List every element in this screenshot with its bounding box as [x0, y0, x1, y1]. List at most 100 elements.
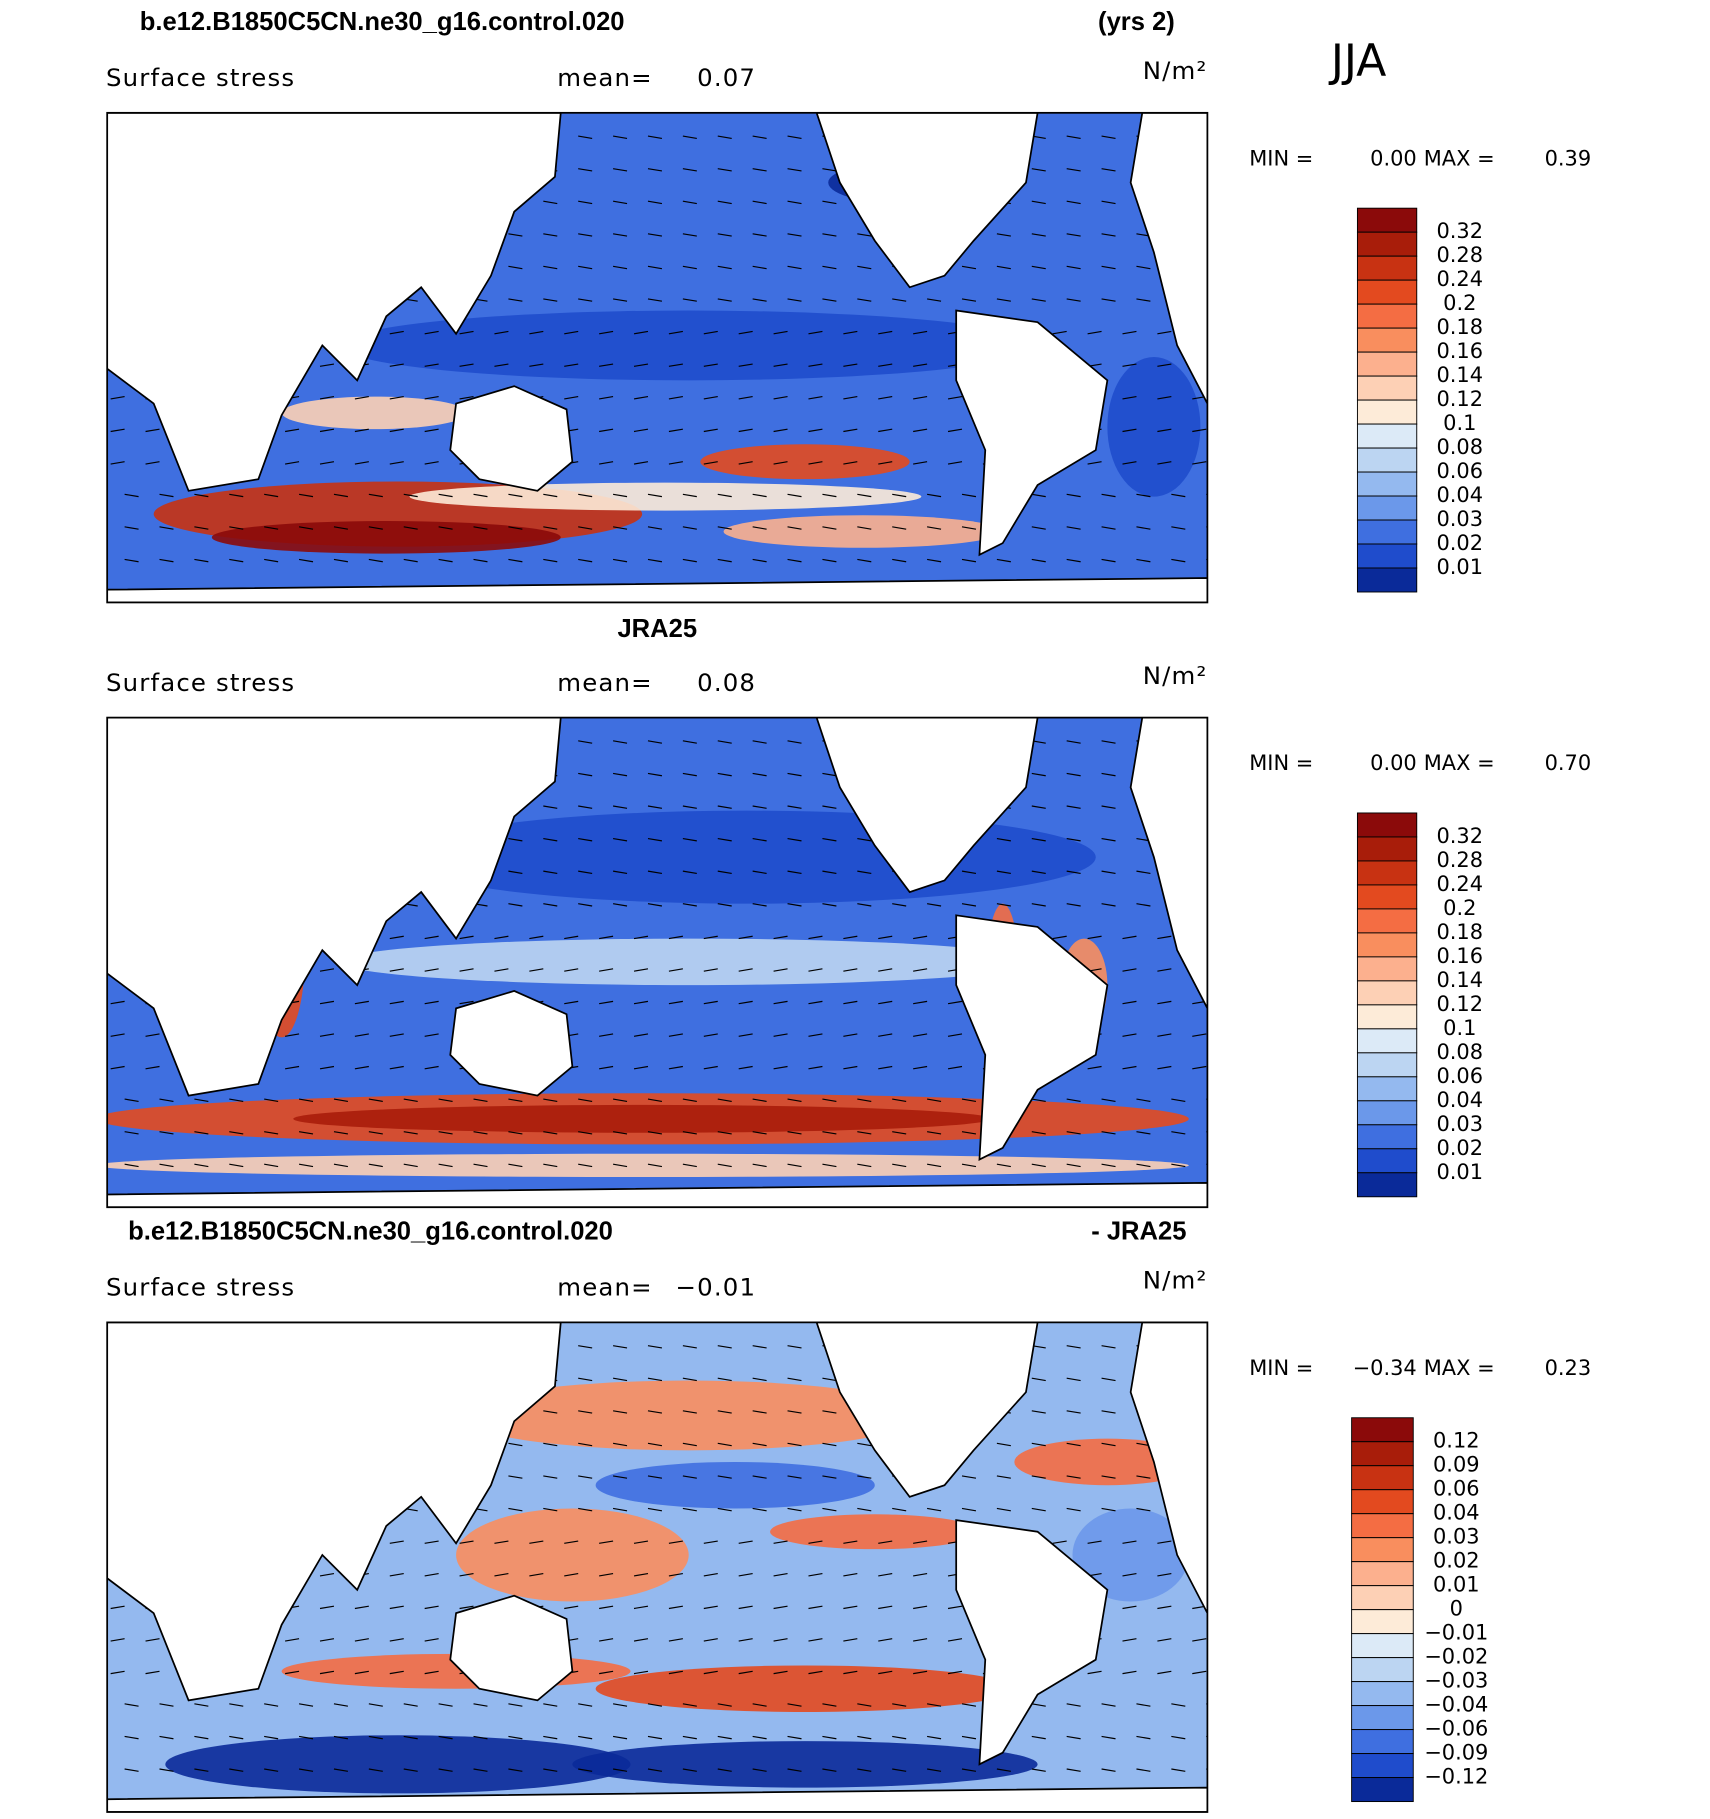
- wind-arrow: [843, 428, 858, 433]
- wind-arrow: [459, 1000, 474, 1005]
- wind-arrow: [668, 1573, 683, 1577]
- wind-arrow: [752, 870, 767, 875]
- wind-arrow: [961, 1098, 977, 1102]
- max-label: MAX =: [1424, 1356, 1495, 1380]
- colorbar-label: 0.28: [1436, 243, 1483, 267]
- wind-arrow: [1136, 493, 1151, 498]
- wind-arrow: [1101, 1345, 1116, 1349]
- wind-arrow: [1136, 526, 1151, 530]
- wind-arrow: [1206, 1196, 1208, 1198]
- panel-title: b.e12.B1850C5CN.ne30_g16.control.020: [140, 8, 625, 36]
- wind-arrow: [633, 330, 649, 335]
- min-value: 0.00: [1370, 751, 1417, 775]
- wind-arrow: [752, 1131, 767, 1135]
- wind-arrow: [159, 526, 174, 530]
- colorbar-box: [1351, 1441, 1414, 1467]
- wind-arrow: [647, 1768, 663, 1772]
- wind-arrow: [508, 526, 523, 530]
- wind-arrow: [354, 1638, 369, 1642]
- wind-arrow: [822, 1507, 837, 1512]
- wind-arrow: [633, 1638, 649, 1642]
- wind-arrow: [1101, 870, 1116, 875]
- wind-arrow: [1066, 805, 1081, 809]
- wind-arrow: [438, 1098, 453, 1102]
- wind-arrow: [668, 968, 683, 972]
- field-blob: [1107, 357, 1201, 497]
- panel-title-right: - JRA25: [1091, 1218, 1186, 1246]
- wind-arrow: [961, 1163, 977, 1168]
- wind-arrow: [927, 1507, 942, 1512]
- wind-arrow: [857, 298, 872, 302]
- wind-arrow: [543, 1475, 558, 1479]
- wind-arrow: [647, 526, 663, 530]
- colorbar-label: 0.04: [1436, 1088, 1483, 1112]
- colorbar-label: 0.1: [1443, 411, 1476, 435]
- wind-arrow: [1031, 493, 1046, 498]
- wind-arrow: [124, 558, 139, 563]
- wind-arrow: [473, 526, 488, 530]
- wind-arrow: [459, 363, 474, 367]
- wind-arrow: [438, 1131, 453, 1135]
- wind-arrow: [424, 1605, 439, 1610]
- wind-arrow: [368, 1735, 383, 1740]
- colorbar-box: [1356, 1076, 1418, 1102]
- wind-arrow: [752, 526, 767, 530]
- wind-arrow: [159, 1703, 174, 1707]
- wind-arrow: [264, 1098, 279, 1102]
- wind-arrow: [1206, 200, 1208, 202]
- wind-arrow: [508, 493, 523, 498]
- wind-arrow: [564, 1000, 579, 1005]
- wind-arrow: [578, 298, 593, 302]
- max-label: MAX =: [1424, 146, 1495, 170]
- wind-arrow: [612, 740, 628, 744]
- wind-arrow: [424, 330, 439, 335]
- wind-arrow: [333, 1735, 349, 1740]
- wind-arrow: [1122, 330, 1137, 335]
- map-frame: [106, 1321, 1209, 1813]
- wind-arrow: [703, 968, 718, 972]
- wind-arrow: [612, 558, 628, 563]
- wind-arrow: [647, 233, 663, 237]
- wind-arrow: [298, 1768, 314, 1772]
- wind-arrow: [647, 837, 663, 842]
- wind-arrow: [438, 1735, 453, 1740]
- wind-arrow: [612, 1410, 628, 1414]
- colorbar-box: [1356, 932, 1418, 958]
- wind-arrow: [1031, 233, 1046, 237]
- wind-arrow: [508, 1703, 523, 1707]
- wind-arrow: [1136, 265, 1151, 270]
- wind-arrow: [752, 1442, 767, 1447]
- wind-arrow: [354, 1033, 369, 1037]
- wind-arrow: [857, 493, 872, 498]
- wind-arrow: [229, 558, 244, 563]
- wind-arrow: [403, 1768, 418, 1772]
- colorbar-label: 0.09: [1433, 1453, 1480, 1477]
- wind-arrow: [599, 1605, 614, 1610]
- wind-arrow: [298, 526, 314, 530]
- wind-arrow: [368, 558, 383, 563]
- colorbar-box: [1356, 884, 1418, 910]
- wind-arrow: [633, 1033, 649, 1037]
- wind-arrow: [424, 461, 439, 465]
- field-blob: [339, 310, 1038, 381]
- colorbar-box: [1356, 567, 1418, 593]
- wind-arrow: [717, 1163, 732, 1168]
- wind-arrow: [1101, 1475, 1116, 1479]
- wind-arrow: [647, 1131, 663, 1135]
- wind-arrow: [145, 461, 160, 465]
- wind-arrow: [578, 805, 593, 809]
- wind-arrow: [1206, 1131, 1208, 1133]
- colorbar-box: [1351, 1513, 1414, 1539]
- wind-arrow: [285, 428, 300, 433]
- wind-arrow: [808, 1573, 823, 1577]
- min-label: MIN =: [1249, 1356, 1313, 1380]
- wind-arrow: [773, 1065, 788, 1070]
- wind-arrow: [1136, 1131, 1151, 1135]
- wind-arrow: [578, 233, 593, 237]
- wind-arrow: [787, 1163, 802, 1168]
- wind-arrow: [717, 1442, 732, 1447]
- wind-arrow: [1206, 1703, 1208, 1705]
- wind-arrow: [543, 558, 558, 563]
- wind-arrow: [773, 1573, 788, 1577]
- wind-arrow: [738, 1033, 753, 1037]
